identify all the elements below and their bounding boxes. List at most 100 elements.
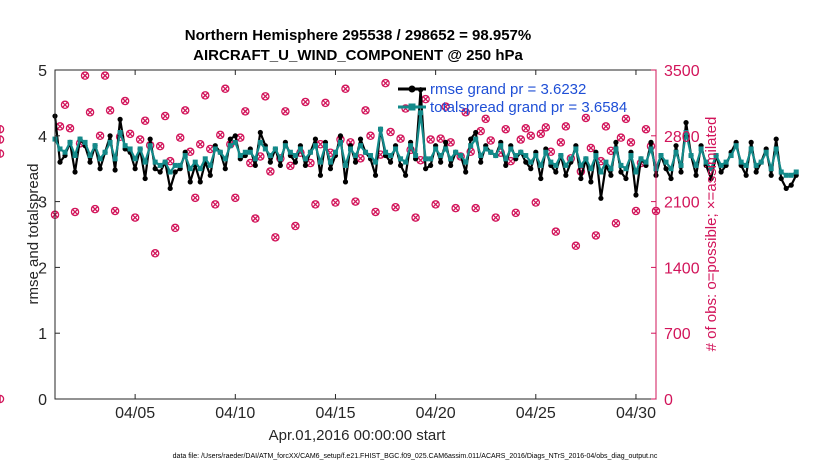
rmse-point xyxy=(207,172,213,178)
obs-count-marker xyxy=(431,200,440,209)
totalspread-point xyxy=(543,149,549,155)
totalspread-point xyxy=(172,162,178,168)
totalspread-point xyxy=(207,162,213,168)
obs-count-marker xyxy=(411,213,420,222)
obs-count-marker xyxy=(266,167,275,176)
obs-count-marker xyxy=(110,206,120,216)
rmse-point xyxy=(473,129,479,136)
totalspread-point xyxy=(132,156,138,162)
obs-count-marker xyxy=(95,131,105,141)
totalspread-point xyxy=(573,146,579,152)
obs-count-marker xyxy=(105,106,115,115)
totalspread-point xyxy=(783,172,789,178)
totalspread-point xyxy=(157,162,163,168)
totalspread-point xyxy=(503,156,509,162)
totalspread-point xyxy=(97,156,103,162)
totalspread-point xyxy=(287,149,293,155)
totalspread-point xyxy=(107,139,113,145)
totalspread-point xyxy=(683,130,689,136)
y-tick-label: 0 xyxy=(38,392,47,409)
totalspread-point xyxy=(498,143,504,149)
totalspread-point xyxy=(162,159,168,165)
rmse-point xyxy=(227,136,233,142)
rmse-point xyxy=(578,175,584,182)
obs-count-marker xyxy=(195,140,205,149)
rmse-point xyxy=(72,169,78,175)
totalspread-point xyxy=(337,139,343,145)
totalspread-point xyxy=(117,130,123,136)
rmse-point xyxy=(397,162,404,169)
totalspread-point xyxy=(763,149,769,155)
obs-count-marker xyxy=(216,130,225,140)
obs-count-marker xyxy=(70,207,80,217)
totalspread-point xyxy=(242,149,248,155)
obs-count-marker xyxy=(221,84,230,94)
obs-count-marker xyxy=(271,233,280,242)
rmse-point xyxy=(352,159,359,165)
totalspread-point xyxy=(708,166,714,172)
totalspread-point xyxy=(768,166,774,172)
obs-count-marker xyxy=(441,102,450,111)
rmse-point xyxy=(252,162,258,169)
totalspread-point xyxy=(488,149,494,155)
totalspread-point xyxy=(257,139,263,145)
obs-count-marker xyxy=(120,96,130,106)
totalspread-point xyxy=(77,136,83,142)
obs-count-marker xyxy=(60,100,70,110)
rmse-point xyxy=(563,172,569,178)
rmse-point xyxy=(428,162,434,169)
totalspread-point xyxy=(232,139,238,145)
totalspread-point xyxy=(182,153,188,159)
rmse-point xyxy=(693,172,699,178)
totalspread-point xyxy=(127,146,133,152)
totalspread-point xyxy=(478,153,484,159)
obs-count-marker xyxy=(491,213,500,222)
totalspread-point xyxy=(698,146,704,152)
totalspread-point xyxy=(62,149,68,155)
totalspread-point xyxy=(473,136,479,142)
legend-spread-label: totalspread grand pr = 3.6584 xyxy=(430,99,627,116)
obs-count-marker xyxy=(211,200,220,209)
obs-count-marker xyxy=(581,113,591,123)
obs-count-marker xyxy=(551,227,561,236)
rmse-point xyxy=(132,166,138,172)
obs-count-marker xyxy=(341,84,350,94)
rmse-point xyxy=(232,133,238,139)
rmse-point xyxy=(342,179,349,185)
obs-count-marker xyxy=(451,203,460,213)
rmse-point xyxy=(448,162,454,169)
totalspread-point xyxy=(368,153,374,159)
totalspread-point xyxy=(408,143,414,149)
totalspread-point xyxy=(598,169,604,175)
obs-count-marker xyxy=(511,208,521,218)
totalspread-point xyxy=(588,166,594,172)
x-tick-label: 04/05 xyxy=(115,405,155,422)
obs-count-marker xyxy=(90,204,100,214)
rmse-point xyxy=(292,159,298,165)
obs-count-marker xyxy=(251,214,260,223)
rmse-point xyxy=(438,159,444,165)
totalspread-point xyxy=(428,156,434,162)
y-right-tick-label: 1400 xyxy=(664,260,700,277)
obs-count-marker xyxy=(541,123,551,132)
obs-count-marker xyxy=(150,249,160,258)
totalspread-point xyxy=(658,153,664,159)
rmse-point xyxy=(788,182,794,188)
obs-count-marker xyxy=(396,134,405,143)
rmse-point xyxy=(197,179,203,185)
totalspread-point xyxy=(773,146,779,152)
totalspread-point xyxy=(262,146,268,152)
totalspread-point xyxy=(703,159,709,165)
rmse-point xyxy=(317,172,324,178)
totalspread-point xyxy=(733,143,739,149)
totalspread-point xyxy=(518,149,524,155)
totalspread-point xyxy=(448,156,454,162)
totalspread-point xyxy=(423,156,429,162)
totalspread-point xyxy=(513,153,519,159)
rmse-point xyxy=(327,166,334,172)
rmse-point xyxy=(528,166,534,172)
y-right-tick-label: 2100 xyxy=(664,195,700,212)
rmse-point xyxy=(372,172,379,178)
totalspread-point xyxy=(332,149,338,155)
obs-count-marker xyxy=(641,124,651,134)
